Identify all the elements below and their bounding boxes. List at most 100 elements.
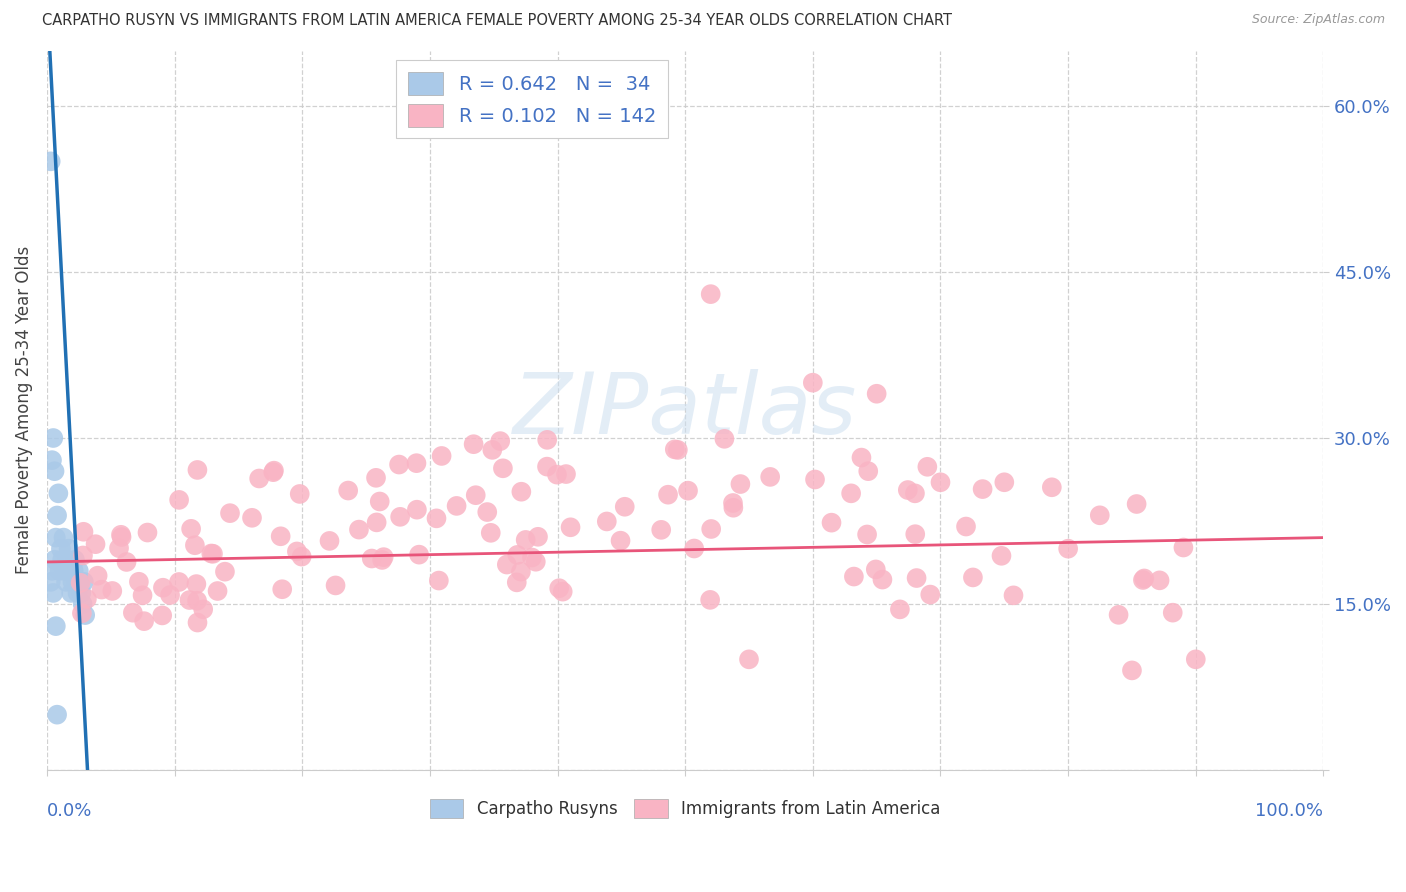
Point (388, 458, 411, 472)
Point (167, 574, 190, 589)
Point (657, 488, 679, 502)
Point (506, 575, 529, 590)
Point (972, 482, 994, 496)
Point (366, 516, 388, 530)
Point (492, 461, 515, 475)
Text: CARPATHO RUSYN VS IMMIGRANTS FROM LATIN AMERICA FEMALE POVERTY AMONG 25-34 YEAR : CARPATHO RUSYN VS IMMIGRANTS FROM LATIN … (42, 13, 952, 29)
Point (759, 470, 782, 484)
Point (70, 606, 93, 620)
Point (510, 484, 533, 499)
Point (288, 487, 311, 501)
Point (56, 553, 79, 567)
Point (990, 549, 1012, 563)
Point (1088, 508, 1111, 523)
Point (479, 525, 502, 540)
Point (548, 581, 571, 595)
Point (520, 550, 543, 565)
Point (110, 530, 132, 544)
Point (699, 287, 721, 301)
Point (683, 541, 706, 556)
Point (408, 548, 430, 562)
Point (700, 522, 723, 536)
Point (1184, 652, 1206, 666)
Point (596, 515, 619, 529)
Point (48, 486, 70, 500)
Point (72, 524, 94, 539)
Point (51, 553, 73, 567)
Point (69, 574, 91, 589)
Point (271, 582, 294, 597)
Point (76, 591, 98, 606)
Point (730, 477, 752, 491)
Point (897, 483, 920, 497)
Point (1173, 541, 1195, 555)
Point (44, 553, 66, 567)
Point (159, 588, 181, 602)
Point (713, 432, 735, 446)
Point (115, 555, 138, 569)
Point (858, 464, 880, 478)
Point (1132, 573, 1154, 587)
Point (136, 525, 159, 540)
Y-axis label: Female Poverty Among 25-34 Year Olds: Female Poverty Among 25-34 Year Olds (15, 246, 32, 574)
Point (515, 533, 537, 547)
Point (337, 483, 360, 498)
Point (128, 574, 150, 589)
Text: ZIPatlas: ZIPatlas (513, 368, 858, 452)
Point (262, 465, 284, 479)
Point (904, 486, 927, 500)
Point (481, 442, 503, 457)
Point (65, 574, 87, 589)
Point (58, 541, 80, 556)
Point (66, 586, 89, 600)
Point (219, 506, 242, 520)
Point (464, 488, 486, 502)
Point (371, 553, 394, 567)
Point (804, 473, 827, 487)
Legend: Carpatho Rusyns, Immigrants from Latin America: Carpatho Rusyns, Immigrants from Latin A… (422, 790, 949, 826)
Point (84, 537, 107, 551)
Point (489, 434, 512, 449)
Point (389, 509, 412, 524)
Point (723, 500, 745, 515)
Point (62, 574, 84, 589)
Point (613, 500, 636, 514)
Point (477, 505, 499, 519)
Point (738, 652, 761, 666)
Point (536, 459, 558, 474)
Point (993, 475, 1015, 490)
Point (75, 608, 97, 623)
Point (368, 494, 391, 508)
Point (46, 707, 69, 722)
Point (373, 550, 395, 565)
Point (536, 433, 558, 447)
Point (186, 593, 208, 607)
Point (650, 523, 672, 537)
Point (463, 437, 485, 451)
Point (42, 586, 65, 600)
Point (905, 571, 928, 585)
Point (67, 564, 90, 578)
Point (63, 553, 86, 567)
Point (406, 502, 429, 516)
Point (69, 575, 91, 590)
Point (167, 492, 190, 507)
Point (45, 619, 67, 633)
Point (676, 483, 699, 498)
Point (866, 386, 889, 401)
Point (131, 588, 153, 602)
Point (214, 565, 236, 579)
Point (207, 584, 229, 599)
Point (425, 511, 447, 525)
Point (699, 592, 721, 607)
Point (193, 602, 215, 616)
Point (86, 568, 108, 582)
Point (55, 574, 77, 589)
Point (90, 582, 112, 597)
Point (904, 527, 927, 541)
Point (240, 510, 263, 524)
Point (446, 499, 468, 513)
Point (527, 530, 550, 544)
Point (506, 548, 529, 562)
Point (186, 577, 208, 591)
